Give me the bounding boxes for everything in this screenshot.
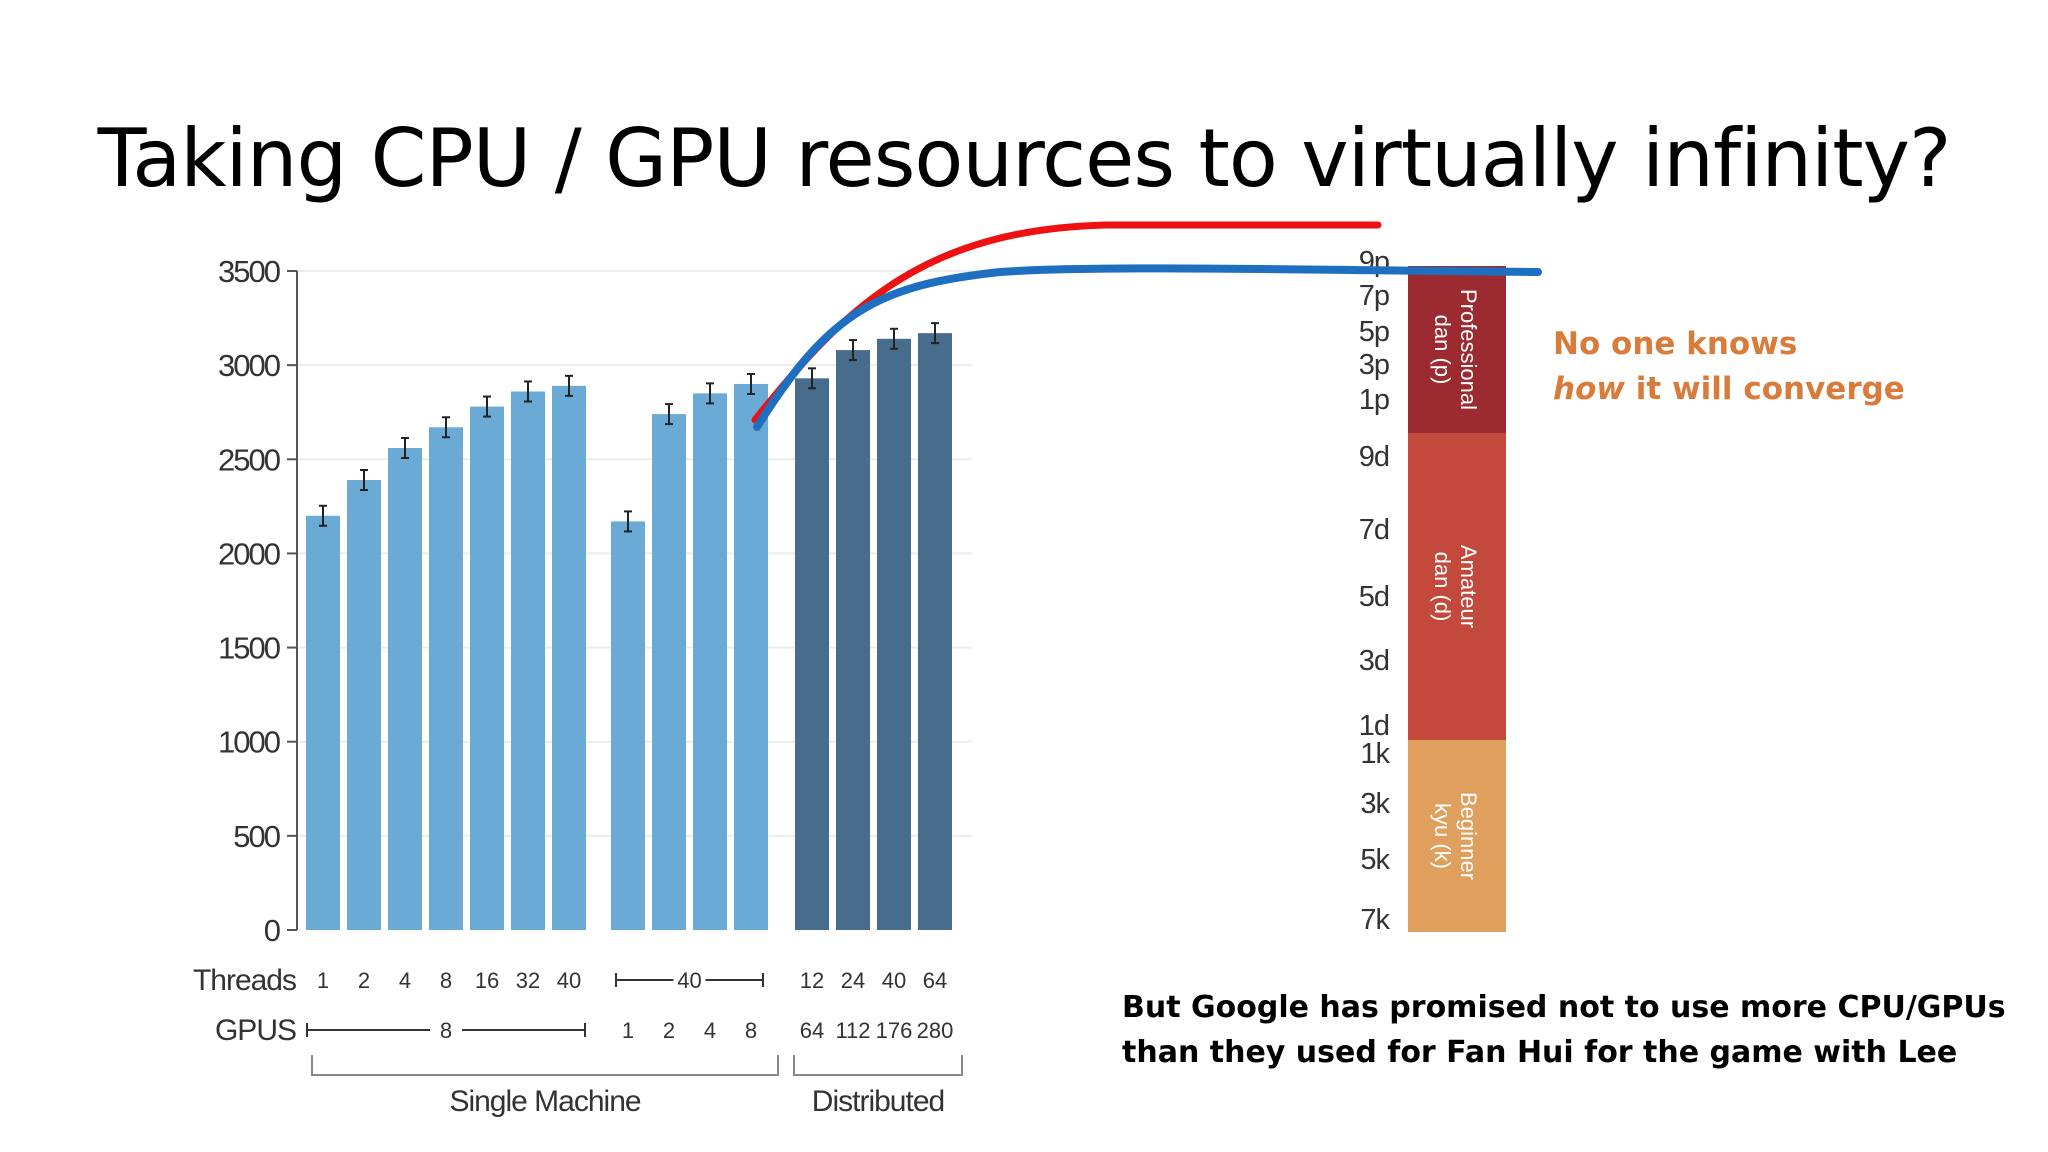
- rank-band-line-1: Beginner: [1456, 792, 1481, 880]
- bar: [918, 333, 952, 930]
- y-tick-label: 2500: [218, 442, 281, 477]
- threads-tick-label: 24: [841, 968, 865, 993]
- threads-tick-label: 40: [557, 968, 581, 993]
- bar: [429, 427, 463, 930]
- rank-label: 1k: [1360, 738, 1390, 770]
- rank-band-label: Beginnerkyu (k): [1430, 792, 1481, 880]
- bar: [611, 521, 645, 930]
- rank-band-label: Amateurdan (d): [1430, 545, 1481, 628]
- note-line-1: No one knows: [1553, 326, 1798, 362]
- y-tick-label: 1500: [218, 631, 281, 666]
- rank-label: 3p: [1359, 349, 1389, 381]
- bar: [795, 378, 829, 930]
- bar: [877, 338, 911, 931]
- gpus-tick-label: 64: [800, 1018, 824, 1043]
- gpus-tick-label: 4: [704, 1018, 716, 1043]
- footnote-line-1: But Google has promised not to use more …: [1122, 990, 2006, 1025]
- bar: [511, 391, 545, 930]
- single-machine-label: Single Machine: [449, 1085, 640, 1118]
- threads-tick-label: 8: [440, 968, 452, 993]
- threads-tick-label: 4: [399, 968, 411, 993]
- rank-label: 7p: [1359, 280, 1389, 312]
- rank-band-line-2: kyu (k): [1430, 803, 1455, 869]
- rank-label: 5p: [1359, 316, 1389, 348]
- rank-label: 5d: [1359, 581, 1389, 613]
- note-rest: it will converge: [1625, 371, 1905, 407]
- bar: [734, 383, 768, 930]
- bars: [306, 322, 952, 931]
- slide-title: Taking CPU / GPU resources to virtually …: [97, 112, 1952, 205]
- threads-tick-label: 2: [358, 968, 370, 993]
- bar: [552, 385, 586, 931]
- rank-label: 3d: [1359, 645, 1389, 677]
- rank-label: 5k: [1360, 844, 1390, 876]
- gpus-row-label: GPUS: [215, 1014, 296, 1047]
- footnote-line-2: than they used for Fan Hui for the game …: [1122, 1035, 1958, 1070]
- y-tick-label: 3500: [218, 254, 281, 289]
- rank-band-label: Professionaldan (p): [1430, 289, 1481, 410]
- rank-scale: Professionaldan (p) Amateurdan (d) Beginne…: [1359, 246, 1506, 936]
- rank-label: 3k: [1360, 788, 1390, 820]
- rank-label: 9d: [1359, 441, 1389, 473]
- gpus-tick-label: 2: [663, 1018, 675, 1043]
- threads-tick-label: 32: [516, 968, 540, 993]
- distributed-bracket: [793, 1055, 963, 1076]
- footnote: But Google has promised not to use more …: [1122, 985, 2006, 1075]
- rank-label: 7k: [1360, 904, 1390, 936]
- rank-band-line-2: dan (d): [1430, 552, 1455, 622]
- y-tick-label: 2000: [218, 536, 281, 571]
- threads-tick-label: 1: [317, 968, 329, 993]
- bar: [347, 479, 381, 930]
- rank-label: 1d: [1359, 710, 1389, 742]
- distributed-label: Distributed: [812, 1085, 944, 1118]
- gpus-span-label: 8: [440, 1018, 452, 1043]
- gpus-tick-label: 280: [917, 1018, 954, 1043]
- bar: [306, 515, 340, 930]
- threads-tick-label: 64: [923, 968, 947, 993]
- bar: [470, 406, 504, 931]
- gpus-tick-label: 1: [622, 1018, 634, 1043]
- gpus-tick-label: 8: [745, 1018, 757, 1043]
- threads-tick-label: 12: [800, 968, 824, 993]
- note-emphasis: how: [1553, 371, 1626, 407]
- blue-curve: [753, 264, 1542, 431]
- threads-tick-label: 40: [882, 968, 906, 993]
- gpus-tick-label: 112: [835, 1018, 870, 1043]
- rank-band: [1408, 433, 1506, 740]
- y-tick-label: 1000: [218, 725, 281, 760]
- bar: [693, 393, 727, 930]
- y-tick-label: 0: [264, 913, 281, 948]
- convergence-note: No one knows how it will converge: [1553, 322, 1905, 412]
- rank-band-line-1: Amateur: [1456, 545, 1481, 628]
- threads-tick-label: 16: [475, 968, 499, 993]
- rank-label: 1p: [1359, 384, 1389, 416]
- threads-row-label: Threads: [193, 964, 296, 997]
- y-tick-label: 500: [233, 819, 280, 854]
- rank-band: [1408, 740, 1506, 932]
- convergence-curves: [751, 221, 1542, 431]
- rank-band: [1408, 266, 1506, 433]
- y-axis: 0 500 1000 1500 2000 2500 3000 3500: [218, 254, 298, 948]
- rank-band-line-1: Professional: [1456, 289, 1481, 410]
- rank-label: 7d: [1359, 514, 1389, 546]
- note-line-2: how it will converge: [1553, 367, 1905, 412]
- threads-span-label: 40: [677, 968, 701, 993]
- bar: [652, 414, 686, 930]
- y-tick-label: 3000: [218, 348, 281, 383]
- rank-band-line-2: dan (p): [1430, 315, 1455, 385]
- single-machine-bracket: [311, 1055, 779, 1076]
- bar: [388, 447, 422, 930]
- bar: [836, 350, 870, 931]
- gpus-tick-label: 176: [876, 1018, 913, 1043]
